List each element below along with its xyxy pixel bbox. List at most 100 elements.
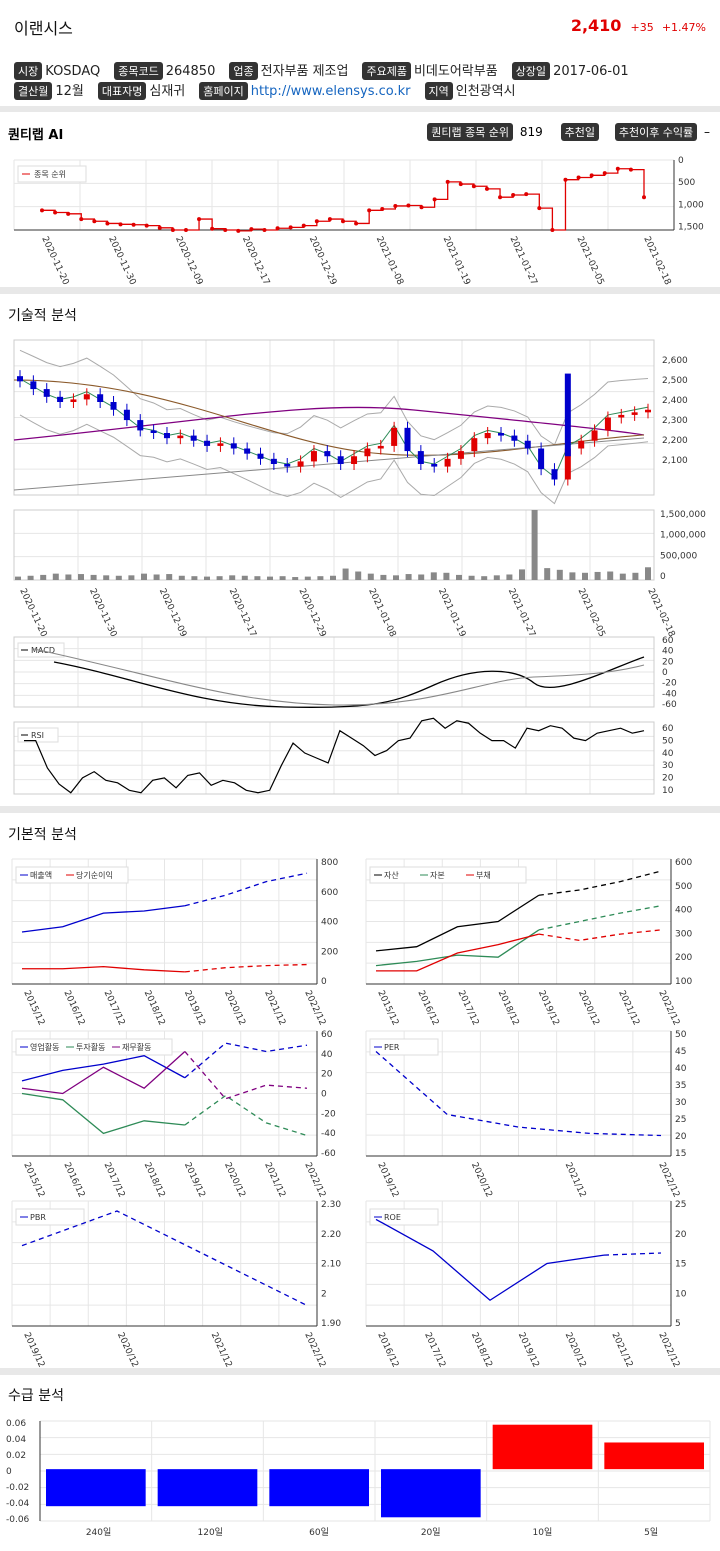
x-tick-label: 2020-12-09 [157, 587, 188, 639]
ma-line-gray [13, 437, 645, 491]
volume-bar [367, 573, 374, 580]
price-change: +35 [630, 21, 654, 34]
rank-point [563, 177, 568, 182]
supply-bar [269, 1469, 369, 1507]
x-tick-label: 2021-01-19 [441, 235, 472, 287]
rsi-tick: 30 [662, 761, 674, 771]
series-line-forecast [375, 1051, 662, 1137]
macd-tick: 40 [662, 647, 674, 657]
volume-bar [191, 576, 198, 580]
current-price: 2,410 [570, 16, 622, 35]
y-tick-label: 40 [675, 1064, 687, 1074]
supply-bar [604, 1442, 704, 1470]
x-tick-label: 2019/12 [182, 989, 207, 1027]
signal-line [33, 648, 645, 706]
rsi-line [24, 717, 645, 794]
legend-label: PER [384, 1043, 400, 1052]
y-tick-label: 40 [321, 1050, 333, 1060]
x-tick-label: 2021-01-27 [508, 235, 539, 287]
y-tick-label: 20 [675, 1230, 687, 1240]
legend-box [15, 1208, 85, 1226]
candle-body [431, 464, 438, 467]
x-tick-label: 2021-01-08 [374, 235, 405, 287]
x-tick-label: 2021-02-18 [641, 235, 672, 287]
rsi-tick: 50 [662, 736, 674, 746]
macd-tick: -20 [662, 679, 677, 689]
x-tick-label: 2019/12 [182, 1161, 207, 1199]
x-tick-label: 2022/12 [656, 1161, 681, 1199]
rank-point [66, 211, 71, 216]
series-line-forecast [184, 1094, 308, 1137]
y-tick-label: 600 [321, 888, 338, 898]
info-tag: 상장일 [511, 62, 551, 80]
volume-bar [607, 571, 614, 580]
legend-label: 자산 [384, 870, 399, 880]
rank-point [249, 227, 254, 232]
rank-point [589, 173, 594, 178]
x-tick-label: 2017/12 [102, 989, 127, 1027]
x-tick-label: 20일 [421, 1527, 441, 1538]
x-tick-label: 60일 [309, 1527, 329, 1538]
series-line [21, 1092, 185, 1135]
y-tick-label: 50 [675, 1030, 687, 1040]
macd-tick: 20 [662, 657, 674, 667]
rank-point [498, 195, 503, 200]
volume-bar [65, 574, 72, 580]
x-tick-label: 10일 [533, 1527, 553, 1538]
x-tick-label: 2017/12 [102, 1161, 127, 1199]
legend-box [369, 866, 527, 884]
y-tick-label: 200 [321, 947, 338, 957]
rank-point [197, 217, 202, 222]
volume-bar [204, 576, 210, 580]
volume-tick: 1,000,000 [660, 531, 706, 541]
candle-body [564, 373, 571, 457]
x-tick-label: 2018/12 [469, 1331, 494, 1369]
x-tick-label: 2020/12 [222, 1161, 247, 1199]
volume-bar [115, 575, 122, 580]
volume-bar [430, 572, 437, 580]
y-tick-label: -0.06 [6, 1515, 30, 1525]
volume-bar [141, 573, 147, 580]
volume-bar [254, 576, 261, 580]
x-tick-label: 2020/12 [563, 1331, 588, 1369]
x-tick-label: 5일 [644, 1527, 658, 1538]
legend-box [17, 165, 87, 183]
info-tag: 종목코드 [114, 62, 163, 80]
rank-point [118, 222, 123, 227]
volume-bar [90, 574, 97, 580]
info-value: KOSDAQ [45, 64, 101, 79]
ma-line-purple [13, 406, 645, 441]
candle-body [404, 427, 411, 452]
volume-bar [519, 569, 525, 580]
volume-bar [456, 574, 462, 580]
candle-body [524, 440, 531, 449]
x-tick-label: 2022/12 [302, 1331, 327, 1369]
volume-bar [267, 576, 273, 580]
info-tag: 업종 [229, 62, 258, 80]
y-tick-label: 2.10 [321, 1260, 341, 1270]
candle-body [43, 389, 50, 397]
supply-bar [157, 1469, 258, 1507]
series-line-forecast [184, 1051, 308, 1100]
volume-bar [304, 576, 311, 580]
candle-body [538, 448, 545, 470]
x-tick-label: 2021-02-18 [645, 587, 676, 639]
x-tick-label: 2017/12 [456, 989, 481, 1027]
rank-point [419, 205, 424, 210]
legend-label: PBR [30, 1213, 46, 1222]
info-value: 인천광역시 [455, 84, 516, 99]
macd-line [53, 656, 645, 708]
ai-stats: 퀀티랩 종목 순위 819 추천일 추천이후 수익률 – [427, 123, 710, 141]
legend-box [369, 1038, 439, 1056]
y-tick-label: 20 [321, 1070, 333, 1080]
rank-point [550, 228, 555, 232]
supply-bar [46, 1469, 146, 1507]
x-tick-label: 2020-12-17 [240, 235, 271, 287]
return-tag: 추천이후 수익률 [614, 123, 698, 141]
homepage-link[interactable]: http://www.elensys.co.kr [250, 84, 411, 99]
x-tick-label: 2021/12 [616, 989, 641, 1027]
rank-point [537, 206, 542, 211]
candle-body [123, 409, 130, 421]
rsi-tick: 40 [662, 749, 674, 759]
candle-body [204, 440, 211, 446]
